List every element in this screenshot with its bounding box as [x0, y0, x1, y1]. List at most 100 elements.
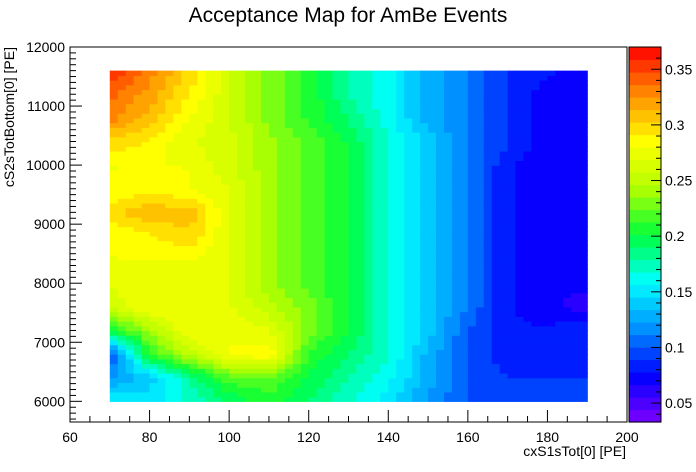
heatmap-cell: [189, 184, 198, 190]
heatmap-cell: [499, 254, 509, 261]
heatmap-cell: [523, 221, 533, 228]
heatmap-cell: [253, 372, 262, 379]
heatmap-cell: [483, 113, 493, 119]
heatmap-cell: [284, 377, 294, 384]
heatmap-cell: [467, 306, 477, 313]
heatmap-cell: [292, 113, 302, 119]
heatmap-cell: [523, 184, 533, 190]
heatmap-cell: [109, 226, 119, 232]
heatmap-cell: [523, 165, 533, 171]
heatmap-cell: [348, 325, 358, 332]
heatmap-cell: [467, 94, 477, 100]
heatmap-cell: [284, 136, 294, 143]
heatmap-cell: [205, 202, 214, 209]
heatmap-cell: [412, 358, 421, 365]
heatmap-cell: [356, 160, 366, 166]
heatmap-cell: [420, 198, 429, 204]
heatmap-cell: [356, 141, 366, 147]
heatmap-cell: [300, 387, 310, 393]
heatmap-cell: [157, 250, 167, 256]
heatmap-cell: [245, 297, 254, 303]
heatmap-cell: [443, 250, 453, 256]
heatmap-cell: [237, 287, 246, 294]
heatmap-cell: [531, 325, 541, 332]
heatmap-cell: [483, 335, 493, 341]
heatmap-cell: [531, 287, 541, 294]
heatmap-cell: [507, 141, 517, 147]
heatmap-cell: [571, 127, 580, 133]
heatmap-cell: [571, 264, 580, 270]
heatmap-cell: [364, 325, 373, 332]
heatmap-cell: [284, 193, 294, 199]
heatmap-cell: [237, 245, 246, 251]
heatmap-cell: [443, 354, 453, 360]
heatmap-cell: [205, 117, 214, 124]
heatmap-cell: [189, 292, 198, 298]
heatmap-cell: [436, 368, 445, 374]
heatmap-cell: [388, 193, 397, 199]
heatmap-cell: [348, 84, 358, 91]
heatmap-cell: [292, 150, 302, 157]
heatmap-cell: [245, 250, 254, 256]
heatmap-cell: [308, 70, 318, 76]
heatmap-cell: [364, 117, 373, 124]
heatmap-cell: [388, 155, 397, 161]
heatmap-cell: [428, 335, 437, 341]
heatmap-cell: [539, 335, 549, 341]
heatmap-cell: [491, 155, 501, 161]
heatmap-cell: [563, 122, 572, 128]
heatmap-cell: [125, 94, 135, 100]
heatmap-cell: [340, 113, 350, 119]
heatmap-cell: [499, 250, 509, 256]
heatmap-cell: [388, 245, 397, 251]
heatmap-cell: [268, 245, 278, 251]
heatmap-cell: [388, 254, 397, 261]
heatmap-cell: [268, 169, 278, 176]
heatmap-cell: [165, 141, 175, 147]
heatmap-cell: [428, 316, 437, 322]
heatmap-cell: [213, 184, 222, 190]
heatmap-cell: [237, 259, 246, 265]
heatmap-cell: [539, 221, 549, 228]
heatmap-cell: [443, 150, 453, 157]
heatmap-cell: [499, 141, 509, 147]
heatmap-cell: [141, 321, 151, 327]
heatmap-cell: [364, 150, 373, 157]
heatmap-cell: [189, 179, 198, 185]
heatmap-cell: [173, 75, 182, 81]
heatmap-cell: [197, 254, 206, 261]
heatmap-cell: [189, 306, 198, 313]
heatmap-cell: [507, 122, 517, 128]
heatmap-cell: [571, 122, 580, 128]
heatmap-cell: [515, 108, 525, 114]
heatmap-cell: [205, 217, 214, 223]
heatmap-cell: [467, 80, 477, 86]
heatmap-cell: [436, 335, 445, 341]
heatmap-cell: [443, 94, 453, 100]
heatmap-cell: [117, 330, 127, 336]
heatmap-cell: [109, 98, 119, 105]
heatmap-cell: [109, 335, 119, 341]
heatmap-cell: [253, 269, 262, 275]
heatmap-cell: [443, 235, 453, 242]
heatmap-cell: [268, 349, 278, 355]
heatmap-cell: [475, 113, 485, 119]
heatmap-cell: [292, 188, 302, 195]
heatmap-cell: [515, 198, 525, 204]
heatmap-cell: [380, 391, 389, 398]
heatmap-cell: [189, 212, 198, 218]
heatmap-cell: [443, 113, 453, 119]
heatmap-cell: [579, 311, 588, 317]
heatmap-cell: [221, 113, 230, 119]
heatmap-cell: [388, 273, 397, 280]
heatmap-cell: [436, 358, 445, 365]
heatmap-cell: [221, 287, 230, 294]
heatmap-cell: [332, 391, 342, 398]
heatmap-cell: [555, 174, 564, 180]
heatmap-cell: [229, 132, 238, 138]
heatmap-cell: [117, 75, 127, 81]
heatmap-cell: [268, 108, 278, 114]
heatmap-cell: [229, 221, 238, 228]
heatmap-cell: [165, 113, 175, 119]
heatmap-cell: [245, 150, 254, 157]
